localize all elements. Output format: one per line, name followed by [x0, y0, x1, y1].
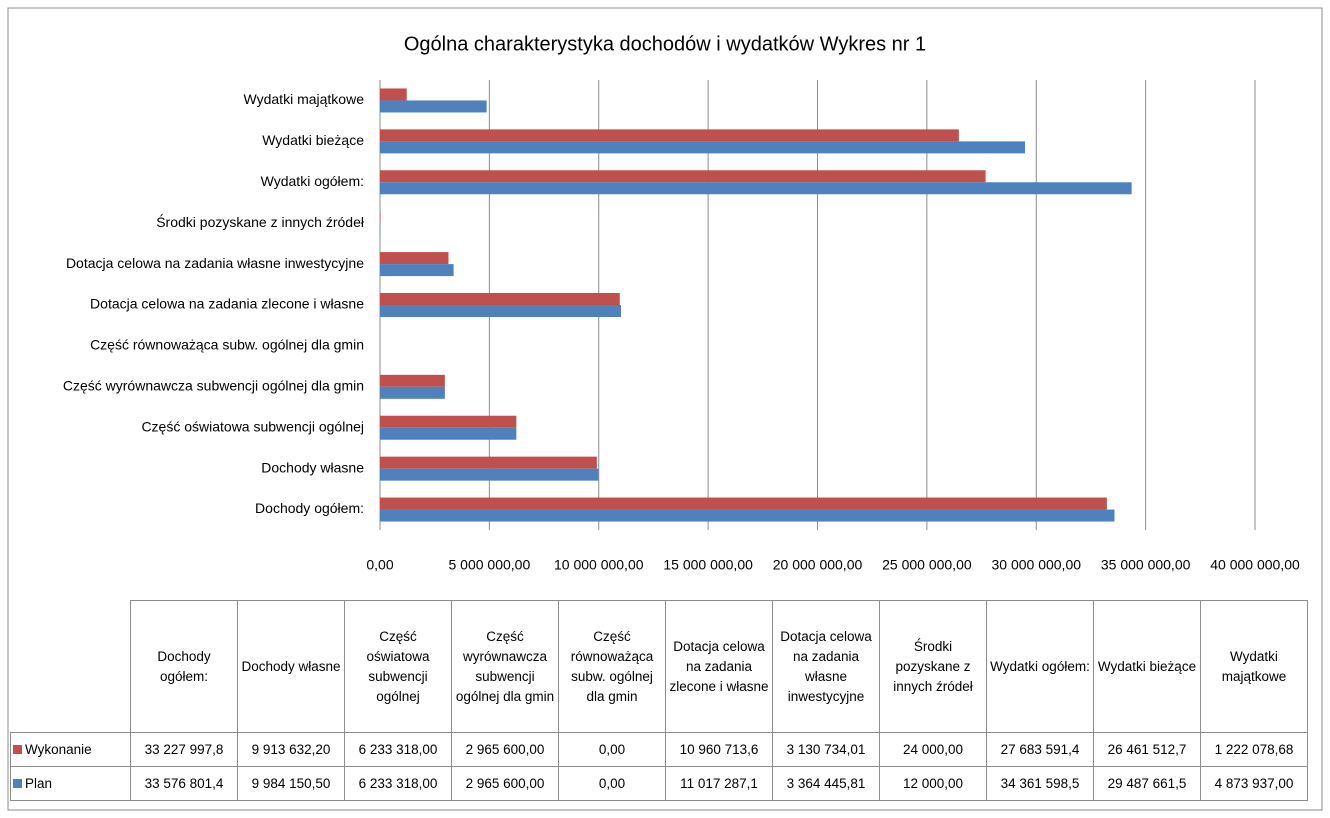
y-tick-label: Środki pozyskane z innych źródeł — [156, 213, 365, 230]
bar — [380, 182, 1132, 195]
data-table: Dochody ogółem: Dochody własne Część oświa… — [10, 600, 1308, 801]
bar — [380, 468, 599, 481]
table-value: 0,00 — [558, 766, 666, 801]
x-tick-label: 40 000 000,00 — [1210, 557, 1300, 573]
table-value: 27 683 591,4 — [986, 732, 1094, 767]
y-tick-label: Dotacja celowa na zadania własne inwesty… — [66, 255, 364, 271]
table-row: Plan 33 576 801,4 9 984 150,50 6 233 318,00… — [10, 766, 1308, 801]
table-header-cell: Część równoważąca subw. ogólnej dla gmin — [558, 600, 666, 733]
table-corner — [10, 600, 131, 733]
bar — [380, 374, 445, 387]
table-value: 2 965 600,00 — [451, 732, 559, 767]
x-tick-label: 35 000 000,00 — [1101, 557, 1191, 573]
bar — [380, 293, 620, 305]
table-header-cell: Środki pozyskane z innych źródeł — [879, 600, 987, 733]
table-value: 3 364 445,81 — [772, 766, 880, 801]
table-header-cell: Wydatki ogółem: — [986, 600, 1094, 733]
table-value: 3 130 734,01 — [772, 732, 880, 767]
y-tick-label: Dotacja celowa na zadania zlecone i włas… — [90, 296, 364, 312]
bar — [380, 305, 622, 317]
x-tick-label: 10 000 000,00 — [554, 557, 644, 573]
bar — [380, 211, 381, 224]
table-value: 2 965 600,00 — [451, 766, 559, 801]
x-tick-label: 5 000 000,00 — [449, 557, 531, 573]
bar — [380, 252, 449, 265]
legend-swatch — [13, 745, 22, 754]
table-value: 1 222 078,68 — [1200, 732, 1308, 767]
table-value: 10 960 713,6 — [665, 732, 773, 767]
table-value: 11 017 287,1 — [665, 766, 773, 801]
bar — [380, 456, 597, 469]
x-tick-label: 0,00 — [366, 557, 393, 573]
table-value: 6 233 318,00 — [344, 766, 452, 801]
chart-title: Ogólna charakterystyka dochodów i wydatk… — [404, 33, 926, 55]
legend-cell: Wykonanie — [10, 732, 131, 767]
y-tick-label: Wydatki bieżące — [262, 132, 364, 148]
legend-label: Plan — [25, 776, 53, 791]
table-value: 6 233 318,00 — [344, 732, 452, 767]
table-value: 0,00 — [558, 732, 666, 767]
table-header-cell: Dochody ogółem: — [130, 600, 238, 733]
table-value: 9 984 150,50 — [237, 766, 345, 801]
y-tick-label: Część równoważąca subw. ogólnej dla gmin — [90, 337, 364, 353]
bar — [380, 100, 487, 113]
table-value: 34 361 598,5 — [986, 766, 1094, 801]
bar — [380, 129, 959, 142]
table-header-row: Dochody ogółem: Dochody własne Część oświa… — [10, 600, 1308, 733]
x-tick-label: 15 000 000,00 — [663, 557, 753, 573]
bar — [380, 170, 986, 183]
table-header-cell: Dotacja celowa na zadania zlecone i włas… — [665, 600, 773, 733]
table-value: 33 576 801,4 — [130, 766, 238, 801]
bar — [380, 415, 517, 428]
table-header-cell: Dochody własne — [237, 600, 345, 733]
bar — [380, 427, 517, 440]
table-value: 26 461 512,7 — [1093, 732, 1201, 767]
table-header-cell: Część wyrównawcza subwencji ogólnej dla … — [451, 600, 559, 733]
bar — [380, 509, 1115, 522]
x-tick-label: 30 000 000,00 — [991, 557, 1081, 573]
bar — [380, 88, 407, 101]
y-tick-label: Wydatki ogółem: — [261, 173, 364, 189]
y-tick-label: Wydatki majątkowe — [244, 91, 365, 107]
table-row: Wykonanie 33 227 997,8 9 913 632,20 6 233 3… — [10, 732, 1308, 767]
legend-label: Wykonanie — [25, 742, 92, 757]
bar — [380, 497, 1107, 510]
table-header-cell: Wydatki majątkowe — [1200, 600, 1308, 733]
x-tick-label: 25 000 000,00 — [882, 557, 972, 573]
table-value: 12 000,00 — [879, 766, 987, 801]
y-tick-label: Część oświatowa subwencji ogólnej — [141, 418, 364, 434]
table-header-cell: Dotacja celowa na zadania własne inwesty… — [772, 600, 880, 733]
y-tick-label: Dochody ogółem: — [255, 500, 364, 516]
table-value: 29 487 661,5 — [1093, 766, 1201, 801]
bar — [380, 264, 454, 277]
y-tick-label: Dochody własne — [261, 459, 364, 475]
legend-cell: Plan — [10, 766, 131, 801]
bar — [380, 141, 1026, 154]
table-value: 4 873 937,00 — [1200, 766, 1308, 801]
y-tick-label: Część wyrównawcza subwencji ogólnej dla … — [63, 378, 364, 394]
table-header-cell: Część oświatowa subwencji ogólnej — [344, 600, 452, 733]
table-value: 33 227 997,8 — [130, 732, 238, 767]
table-value: 9 913 632,20 — [237, 732, 345, 767]
table-value: 24 000,00 — [879, 732, 987, 767]
table-header-cell: Wydatki bieżące — [1093, 600, 1201, 733]
legend-swatch — [13, 779, 22, 788]
bar — [380, 386, 445, 399]
x-tick-label: 20 000 000,00 — [773, 557, 863, 573]
